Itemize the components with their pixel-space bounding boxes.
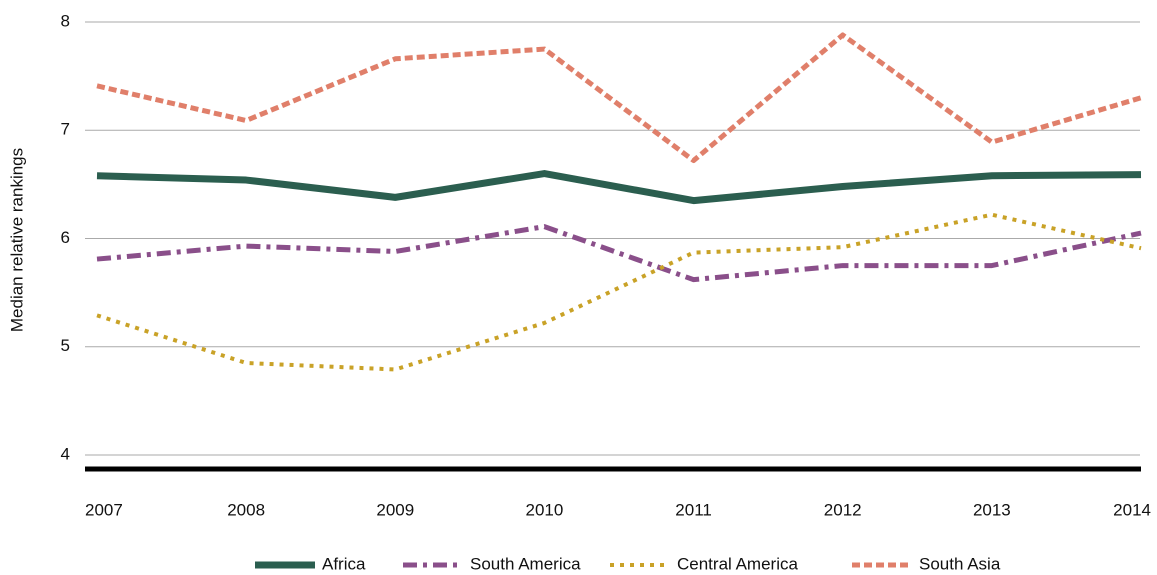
series-line	[96, 170, 1142, 205]
x-tick-label: 2014	[1113, 500, 1151, 519]
y-tick-label: 8	[61, 11, 70, 30]
series-line	[96, 32, 1142, 164]
x-tick-label: 2012	[824, 500, 862, 519]
x-tick-label: 2010	[526, 500, 564, 519]
legend-label: Central America	[677, 554, 798, 573]
series-line	[96, 212, 1142, 372]
x-tick-label: 2011	[675, 500, 712, 519]
y-tick-label: 5	[61, 336, 70, 355]
x-tick-label: 2013	[973, 500, 1011, 519]
series-line	[96, 224, 1142, 283]
x-tick-label: 2007	[85, 500, 123, 519]
y-tick-label: 4	[61, 444, 70, 463]
legend-label: South Asia	[919, 554, 1001, 573]
x-tick-label: 2009	[376, 500, 414, 519]
y-axis-label: Median relative rankings	[7, 148, 26, 332]
legend-label: South America	[470, 554, 581, 573]
y-tick-label: 6	[61, 228, 70, 247]
legend-label: Africa	[322, 554, 366, 573]
x-tick-label: 2008	[227, 500, 265, 519]
y-tick-label: 7	[61, 120, 70, 139]
